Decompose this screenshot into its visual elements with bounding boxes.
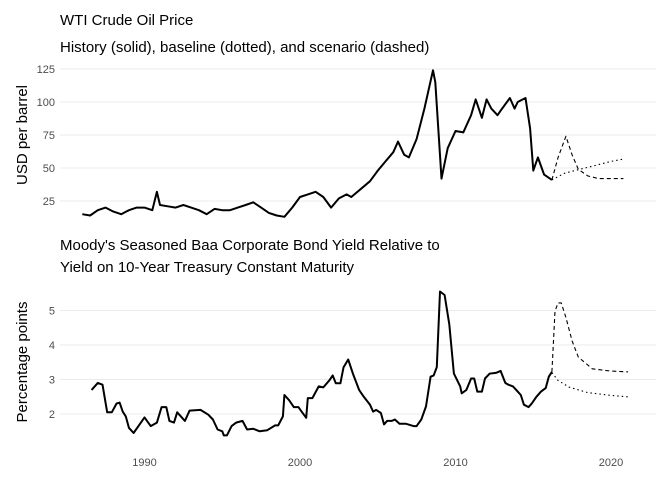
spread-y-tick-label: 5 bbox=[49, 306, 55, 318]
oil-y-axis-title: USD per barrel bbox=[14, 85, 31, 185]
oil-y-tick-label: 25 bbox=[43, 196, 55, 208]
spread-solid-line bbox=[90, 290, 553, 437]
spread-dotted-line bbox=[551, 372, 629, 398]
oil-y-tick-label: 50 bbox=[43, 163, 55, 175]
oil-chart-title: WTI Crude Oil Price bbox=[60, 12, 194, 29]
oil-chart-subtitle: History (solid), baseline (dotted), and … bbox=[60, 39, 430, 56]
x-tick-label: 2000 bbox=[288, 457, 312, 469]
oil-dotted-line bbox=[551, 158, 626, 181]
oil-y-tick-label: 125 bbox=[37, 64, 55, 76]
spread-y-tick-label: 2 bbox=[49, 409, 55, 421]
x-tick-label: 2020 bbox=[599, 457, 623, 469]
x-tick-label: 2010 bbox=[443, 457, 467, 469]
spread-dashed-line bbox=[551, 302, 629, 373]
spread-y-tick-label: 4 bbox=[49, 340, 55, 352]
spread-y-tick-label: 3 bbox=[49, 375, 55, 387]
oil-y-tick-label: 100 bbox=[37, 97, 55, 109]
spread-chart-title: Moody's Seasoned Baa Corporate Bond Yiel… bbox=[60, 237, 440, 254]
spread-y-axis-title: Percentage points bbox=[14, 302, 31, 423]
oil-y-tick-label: 75 bbox=[43, 130, 55, 142]
oil-dashed-line bbox=[551, 135, 624, 181]
spread-chart-title-line2: Yield on 10-Year Treasury Constant Matur… bbox=[60, 259, 355, 276]
oil-solid-line bbox=[82, 69, 553, 218]
x-tick-label: 1990 bbox=[132, 457, 156, 469]
